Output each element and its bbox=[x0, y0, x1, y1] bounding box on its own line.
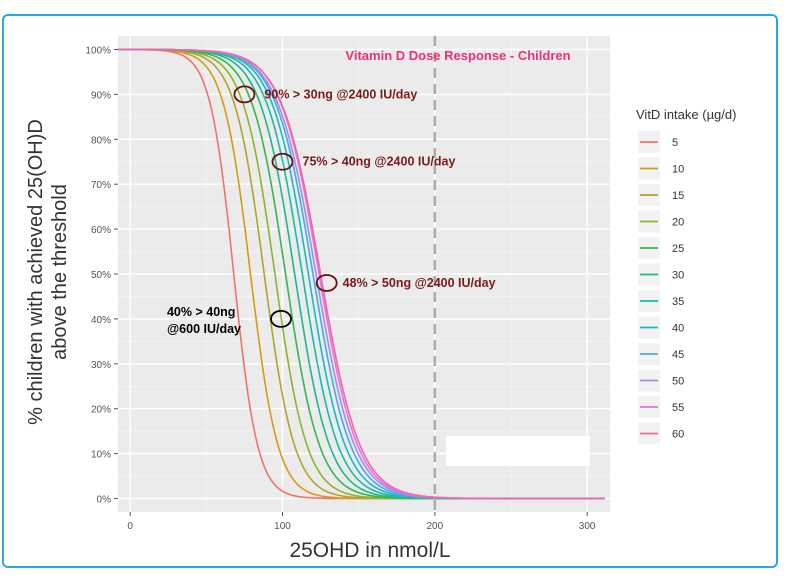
y-tick-label: 60% bbox=[91, 225, 111, 236]
x-tick-label: 0 bbox=[127, 521, 133, 532]
legend-label-50: 50 bbox=[672, 376, 684, 388]
y-tick-label: 10% bbox=[91, 450, 111, 461]
annotation-circle bbox=[270, 310, 292, 328]
y-tick-label: 20% bbox=[91, 405, 111, 416]
y-tick-label: 80% bbox=[91, 135, 111, 146]
annotation-label: 48% > 50ng @2400 IU/day bbox=[343, 276, 496, 290]
legend-label-35: 35 bbox=[672, 296, 684, 308]
legend-label-60: 60 bbox=[672, 429, 684, 441]
legend-label-30: 30 bbox=[672, 270, 684, 282]
blank-box bbox=[446, 436, 590, 466]
y-axis-ticks: 0% 10% 20% 30% 40% 50% 60% 70% 80% 90% 100% bbox=[85, 45, 118, 506]
annotation-circle bbox=[271, 152, 294, 171]
y-tick-label: 50% bbox=[91, 270, 111, 281]
y-axis-label-line2: above the threshold bbox=[49, 184, 71, 360]
legend-label-55: 55 bbox=[672, 402, 684, 414]
y-tick-label: 70% bbox=[91, 180, 111, 191]
annotation-label-line2: @600 IU/day bbox=[167, 322, 241, 336]
annotation-circle bbox=[233, 85, 256, 104]
y-tick-label: 0% bbox=[97, 495, 112, 506]
y-axis-label-line1: % children with achieved 25(OH)D bbox=[25, 119, 47, 425]
legend-label-15: 15 bbox=[672, 190, 684, 202]
annotation-label: 75% > 40ng @2400 IU/day bbox=[303, 155, 456, 169]
legend-label-10: 10 bbox=[672, 164, 684, 176]
y-tick-label: 100% bbox=[85, 45, 111, 56]
y-tick-label: 30% bbox=[91, 360, 111, 371]
x-axis-ticks: 0 100 200 300 bbox=[127, 512, 596, 532]
y-tick-label: 40% bbox=[91, 315, 111, 326]
x-tick-label: 100 bbox=[274, 521, 291, 532]
x-tick-label: 300 bbox=[579, 521, 596, 532]
annotation-label: 90% > 30ng @2400 IU/day bbox=[264, 87, 417, 101]
legend: VitD intake (µg/d) 5 10 15 20 25 30 35 40 45 50 55… bbox=[636, 107, 736, 445]
series-line-60 bbox=[118, 48, 605, 500]
legend-label-5: 5 bbox=[672, 137, 678, 149]
x-axis-label: 25OHD in nmol/L bbox=[289, 539, 450, 562]
legend-label-40: 40 bbox=[672, 323, 684, 335]
annotation-label-line1: 40% > 40ng bbox=[167, 305, 235, 319]
annotation-circle bbox=[315, 274, 338, 292]
legend-label-20: 20 bbox=[672, 217, 684, 229]
legend-label-45: 45 bbox=[672, 349, 684, 361]
series-lines bbox=[118, 48, 605, 500]
annotations: 90% > 30ng @2400 IU/day 75% > 40ng @2400 … bbox=[167, 85, 496, 336]
x-tick-label: 200 bbox=[426, 521, 443, 532]
y-tick-label: 90% bbox=[91, 90, 111, 101]
chart-title: Vitamin D Dose Response - Children bbox=[345, 48, 570, 63]
legend-title: VitD intake (µg/d) bbox=[636, 107, 736, 122]
legend-label-25: 25 bbox=[672, 243, 684, 255]
